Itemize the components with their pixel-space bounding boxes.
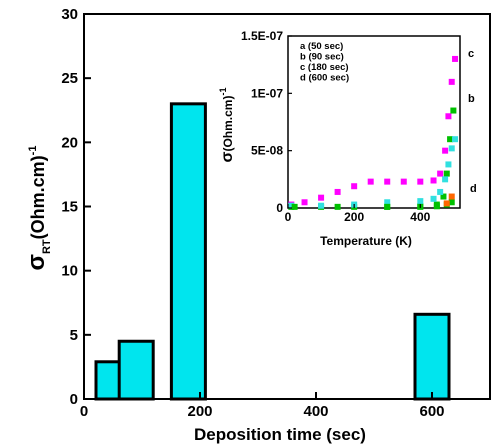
bar [413, 312, 451, 401]
inset-data-point [318, 202, 325, 209]
inset-data-point [430, 177, 437, 184]
inset-data-point [291, 203, 298, 210]
inset-y-tick-label: 1.5E-07 [241, 29, 283, 43]
inset-data-point [351, 183, 358, 190]
inset-data-point [430, 195, 437, 202]
y-axis-unit: (Ohm.cm) [28, 155, 48, 239]
inset-y-axis-unit: (Ohm.cm) [221, 96, 235, 152]
inset-data-point [442, 147, 449, 154]
y-axis-symbol: σ [23, 254, 50, 270]
y-tick-label: 30 [61, 6, 78, 23]
inset-data-point [367, 178, 374, 185]
inset-y-axis-label: σ(Ohm.cm)-1 [218, 88, 236, 163]
inset-data-point [452, 136, 459, 143]
inset-y-tick-label: 0 [276, 201, 283, 215]
inset-data-point [334, 203, 341, 210]
inset-data-point [447, 136, 454, 143]
x-tick-label: 200 [187, 403, 212, 420]
inset-curve-label: b [468, 93, 475, 105]
inset-data-point [437, 188, 444, 195]
y-tick-label: 0 [70, 391, 78, 408]
inset-y-tick-label: 1E-07 [251, 86, 283, 100]
inset-data-point [443, 170, 450, 177]
inset-data-point [384, 199, 391, 206]
inset-data-point [448, 199, 455, 206]
inset-data-point [417, 178, 424, 185]
inset-curve-label: c [468, 48, 474, 60]
y-axis-exponent: -1 [27, 146, 39, 156]
inset-data-point [440, 193, 447, 200]
inset-y-tick-label: 5E-08 [251, 144, 283, 158]
bar [169, 102, 207, 401]
y-tick-label: 15 [61, 199, 78, 216]
inset-data-point [448, 145, 455, 152]
inset-data-point [384, 203, 391, 210]
inset-data-point [448, 193, 455, 200]
inset-legend-entry: b (90 sec) [300, 52, 344, 63]
inset-data-point [437, 170, 444, 177]
inset-data-point [433, 203, 440, 210]
inset-data-point [450, 107, 457, 114]
y-axis-subscript: RT [41, 239, 53, 254]
y-tick-label: 25 [61, 70, 78, 87]
inset-data-point [318, 194, 325, 201]
inset-data-point [445, 113, 452, 120]
inset-curve-label: d [470, 183, 477, 195]
inset-y-axis-symbol: σ [219, 151, 236, 162]
x-axis-label: Deposition time (sec) [194, 425, 366, 444]
y-tick-label: 5 [70, 327, 78, 344]
inset-data-point [334, 188, 341, 195]
inset-x-tick-label: 0 [285, 210, 292, 224]
inset-legend-entry: d (600 sec) [300, 73, 349, 84]
y-tick-label: 20 [61, 134, 78, 151]
inset-data-point [443, 200, 450, 207]
inset-legend-entry: c (180 sec) [300, 62, 349, 73]
inset-x-tick-label: 200 [344, 210, 364, 224]
inset-data-point [448, 78, 455, 85]
inset-x-tick-label: 400 [410, 210, 430, 224]
inset-data-point [384, 178, 391, 185]
inset-data-point [442, 176, 449, 183]
inset-data-point [445, 161, 452, 168]
inset-data-point [288, 202, 295, 209]
y-axis-label: σRT(Ohm.cm)-1 [23, 146, 53, 271]
inset-data-point [417, 198, 424, 205]
inset-data-point [301, 199, 308, 206]
inset-data-point [400, 178, 407, 185]
bar [117, 339, 155, 401]
x-tick-label: 400 [303, 403, 328, 420]
inset-data-point [452, 55, 459, 62]
inset-x-axis-label: Temperature (K) [320, 234, 412, 248]
x-tick-label: 600 [419, 403, 444, 420]
inset-plot-frame [287, 35, 461, 209]
x-tick-label: 0 [80, 403, 88, 420]
inset-legend-entry: a (50 sec) [300, 41, 343, 52]
inset-y-axis-exponent: -1 [218, 88, 228, 96]
y-tick-label: 10 [61, 263, 78, 280]
